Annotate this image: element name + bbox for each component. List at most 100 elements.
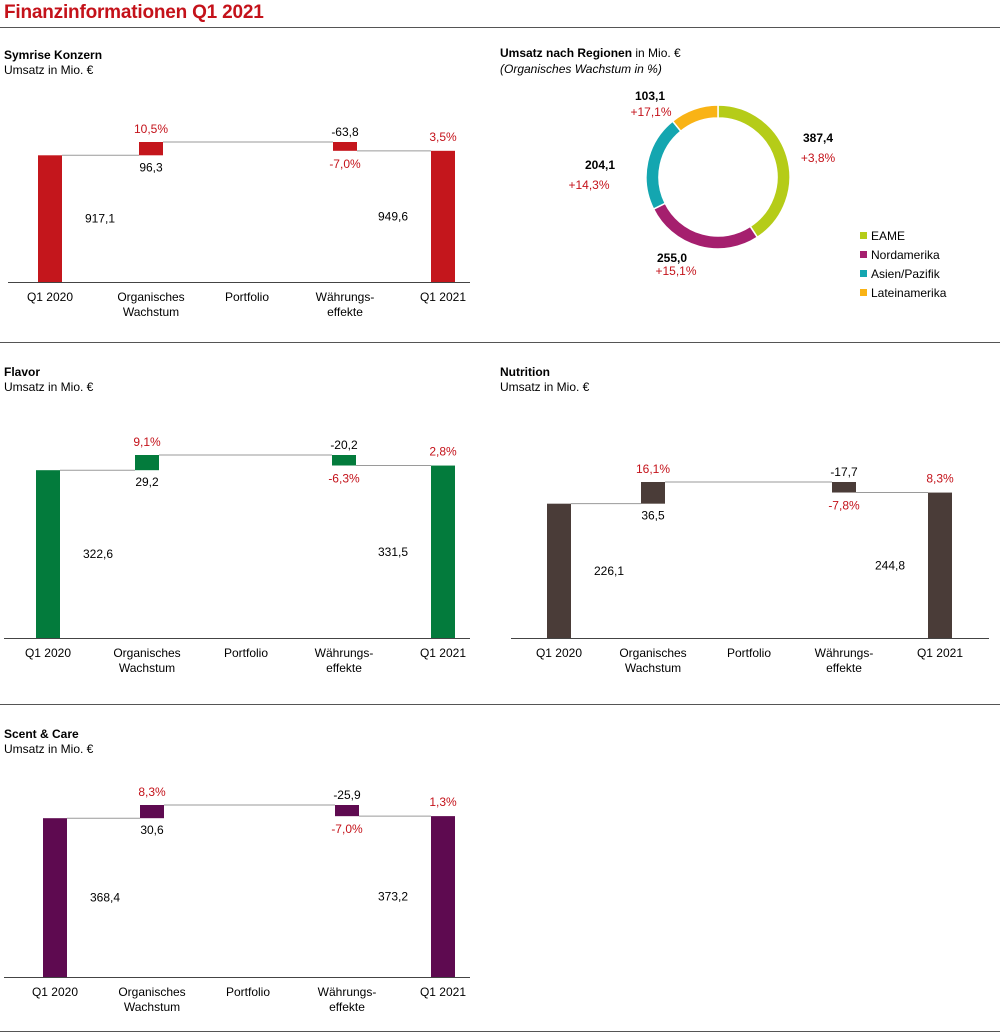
value-label: 36,5 — [641, 509, 665, 523]
category-label: Währungs- — [318, 985, 377, 999]
legend-label: EAME — [871, 228, 906, 243]
bar-q1-2021 — [431, 150, 455, 282]
category-label: Portfolio — [226, 985, 270, 999]
value-label: -63,8 — [331, 125, 359, 139]
value-label: -25,9 — [333, 788, 361, 802]
regions-title-bold: Umsatz nach Regionen — [500, 46, 633, 60]
legend-swatch — [860, 289, 867, 296]
category-label: Q1 2021 — [420, 646, 466, 660]
category-label: Q1 2020 — [25, 646, 71, 660]
growth-label: -6,3% — [328, 472, 360, 486]
regions-chart-title: Umsatz nach Regionen in Mio. € — [500, 46, 681, 60]
waterfall-plot: 368,4 30,6 -25,9 373,2 8,3% -7,0% 1,3% Q1 2020 O… — [4, 785, 470, 1014]
value-label: 331,5 — [378, 545, 408, 559]
legend-label: Asien/Pazifik — [871, 266, 940, 281]
donut-slice-lateinamerika — [671, 104, 719, 133]
regions-donut-chart: 387,4 +3,8% 255,0+15,1% 204,1 +14,3% 103,1 +17… — [568, 89, 835, 278]
bar-organic-growth — [641, 482, 665, 504]
value-label: 29,2 — [135, 475, 159, 489]
slice-value-label: 255,0 — [657, 251, 687, 265]
category-label: Organisches — [113, 646, 180, 660]
bar-q1-2020 — [547, 503, 571, 638]
divider-top — [0, 27, 1000, 28]
page-title: Finanzinformationen Q1 2021 — [4, 2, 264, 23]
legend-label: Lateinamerika — [871, 285, 947, 300]
slice-growth-label: +14,3% — [568, 178, 609, 192]
growth-label: 2,8% — [429, 445, 457, 459]
bar-currency-effects — [333, 142, 357, 151]
bar-organic-growth — [140, 805, 164, 819]
category-label: effekte — [326, 661, 362, 675]
value-label: 322,6 — [83, 547, 113, 561]
bar-currency-effects — [332, 455, 356, 466]
growth-label: -7,8% — [828, 499, 860, 513]
category-label: Q1 2021 — [917, 646, 963, 660]
value-label: -20,2 — [330, 438, 358, 452]
legend-item: Lateinamerika — [860, 283, 946, 302]
legend-label: Nordamerika — [871, 247, 940, 262]
value-label: 368,4 — [90, 891, 120, 905]
nutrition-waterfall-chart: Nutrition Umsatz in Mio. € 226,1 36,5 -17,… — [500, 365, 995, 685]
growth-label: 16,1% — [636, 462, 670, 476]
slice-growth-label: +15,1% — [655, 264, 696, 278]
bar-q1-2021 — [928, 492, 952, 638]
legend-item: Nordamerika — [860, 245, 946, 264]
scentcare-waterfall-chart: Scent & Care Umsatz in Mio. € 368,4 30,6 -… — [4, 727, 474, 1027]
value-label: 373,2 — [378, 890, 408, 904]
divider-middle — [0, 342, 1000, 343]
growth-label: -7,0% — [329, 157, 361, 171]
category-label: Q1 2021 — [420, 290, 466, 304]
value-label: 96,3 — [139, 160, 163, 174]
slice-value-label: 103,1 — [635, 89, 665, 103]
bar-q1-2021 — [431, 816, 455, 977]
divider-lower — [0, 704, 1000, 705]
growth-label: 9,1% — [133, 435, 161, 449]
growth-label: 8,3% — [926, 472, 954, 486]
waterfall-plot: 226,1 36,5 -17,7 244,8 16,1% -7,8% 8,3% Q1 2020… — [511, 462, 989, 675]
chart-title: Nutrition — [500, 365, 550, 379]
category-label: Organisches — [118, 985, 185, 999]
category-label: Währungs- — [316, 290, 375, 304]
value-label: 244,8 — [875, 558, 905, 572]
regions-legend: EAME Nordamerika Asien/Pazifik Lateinamerik… — [860, 226, 946, 302]
value-label: -17,7 — [830, 465, 858, 479]
category-label: Währungs- — [815, 646, 874, 660]
slice-growth-label: +17,1% — [630, 105, 671, 119]
value-label: 30,6 — [140, 823, 164, 837]
chart-title: Scent & Care — [4, 727, 79, 741]
category-label: Organisches — [619, 646, 686, 660]
flavor-waterfall-chart: Flavor Umsatz in Mio. € 322,6 29,2 -20,2 33… — [4, 365, 474, 685]
category-label: Portfolio — [727, 646, 771, 660]
legend-swatch — [860, 251, 867, 258]
waterfall-plot: 917,1 96,3 -63,8 949,6 10,5% -7,0% 3,5% Q1 2020… — [8, 122, 470, 319]
category-label: Portfolio — [224, 646, 268, 660]
bar-organic-growth — [135, 455, 159, 471]
value-label: 226,1 — [594, 564, 624, 578]
divider-bottom — [0, 1031, 1000, 1032]
category-label: effekte — [327, 305, 363, 319]
category-label: effekte — [329, 1000, 365, 1014]
category-label: Q1 2020 — [32, 985, 78, 999]
chart-subtitle: Umsatz in Mio. € — [4, 380, 94, 394]
konzern-waterfall-chart: Symrise Konzern Umsatz in Mio. € 917,1 96… — [4, 48, 474, 338]
value-label: 949,6 — [378, 209, 408, 223]
chart-subtitle: Umsatz in Mio. € — [500, 380, 590, 394]
bar-q1-2020 — [38, 155, 62, 282]
slice-value-label: 387,4 — [803, 131, 833, 145]
legend-item: Asien/Pazifik — [860, 264, 946, 283]
growth-label: -7,0% — [331, 822, 363, 836]
bar-organic-growth — [139, 142, 163, 156]
bar-q1-2020 — [43, 818, 67, 977]
category-label: Portfolio — [225, 290, 269, 304]
legend-swatch — [860, 270, 867, 277]
bar-currency-effects — [832, 482, 856, 493]
waterfall-plot: 322,6 29,2 -20,2 331,5 9,1% -6,3% 2,8% Q1 2020 O… — [4, 435, 470, 675]
category-label: Währungs- — [315, 646, 374, 660]
chart-subtitle: Umsatz in Mio. € — [4, 742, 94, 756]
donut-slice-asien-pazifik — [645, 120, 682, 211]
category-label: Wachstum — [124, 1000, 180, 1014]
donut-slice-eame — [717, 104, 791, 239]
chart-title: Flavor — [4, 365, 41, 379]
category-label: Q1 2020 — [536, 646, 582, 660]
category-label: Wachstum — [123, 305, 179, 319]
